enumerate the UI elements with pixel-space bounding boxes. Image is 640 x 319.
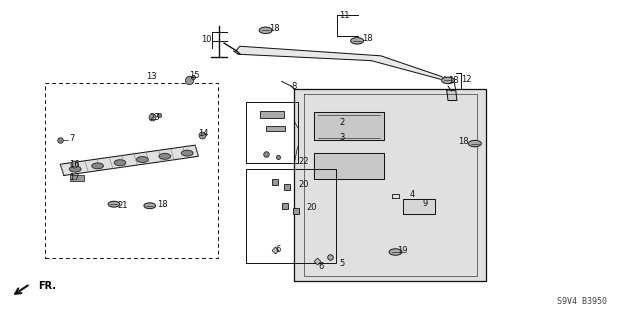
Polygon shape — [294, 89, 486, 281]
Circle shape — [137, 157, 148, 162]
Polygon shape — [447, 90, 457, 100]
Bar — [70, 175, 84, 181]
Text: 19: 19 — [397, 246, 407, 255]
Circle shape — [259, 27, 272, 33]
Polygon shape — [314, 153, 384, 179]
Text: 6: 6 — [318, 262, 323, 271]
Circle shape — [144, 203, 156, 209]
Text: 4: 4 — [410, 190, 415, 199]
Text: 17: 17 — [69, 173, 80, 182]
Text: S9V4 B3950: S9V4 B3950 — [557, 297, 607, 306]
Circle shape — [442, 77, 454, 84]
Circle shape — [351, 38, 364, 44]
Text: 8: 8 — [291, 82, 296, 91]
Text: 15: 15 — [189, 71, 199, 80]
Text: 18: 18 — [157, 200, 168, 209]
Text: 22: 22 — [299, 157, 309, 166]
Text: 20: 20 — [306, 203, 316, 212]
Text: 10: 10 — [201, 35, 211, 44]
Text: 23: 23 — [149, 113, 160, 122]
Circle shape — [389, 249, 402, 255]
Polygon shape — [314, 112, 384, 140]
Text: 2: 2 — [339, 118, 344, 127]
Bar — [266, 126, 285, 131]
Circle shape — [69, 166, 81, 172]
Polygon shape — [403, 199, 435, 214]
Text: 14: 14 — [198, 130, 209, 138]
Circle shape — [182, 150, 193, 156]
Text: 18: 18 — [458, 137, 468, 146]
Text: 11: 11 — [339, 11, 349, 20]
Circle shape — [468, 140, 481, 147]
Text: 13: 13 — [146, 72, 157, 81]
Circle shape — [114, 160, 125, 166]
Text: 6: 6 — [275, 245, 280, 254]
Text: 5: 5 — [339, 259, 344, 268]
Polygon shape — [60, 145, 198, 175]
Text: 16: 16 — [69, 160, 80, 169]
Circle shape — [92, 163, 104, 169]
Text: 12: 12 — [461, 75, 471, 84]
Text: 18: 18 — [362, 34, 372, 43]
Text: 20: 20 — [299, 180, 309, 189]
Text: 21: 21 — [117, 201, 127, 210]
Text: 9: 9 — [422, 199, 428, 208]
Text: 3: 3 — [339, 133, 344, 142]
Circle shape — [108, 201, 120, 207]
Polygon shape — [234, 46, 445, 80]
Bar — [260, 111, 284, 118]
Text: 18: 18 — [269, 24, 280, 33]
Text: 18: 18 — [448, 76, 459, 85]
Text: 7: 7 — [70, 134, 75, 143]
Circle shape — [159, 153, 170, 159]
Text: FR.: FR. — [38, 280, 56, 291]
